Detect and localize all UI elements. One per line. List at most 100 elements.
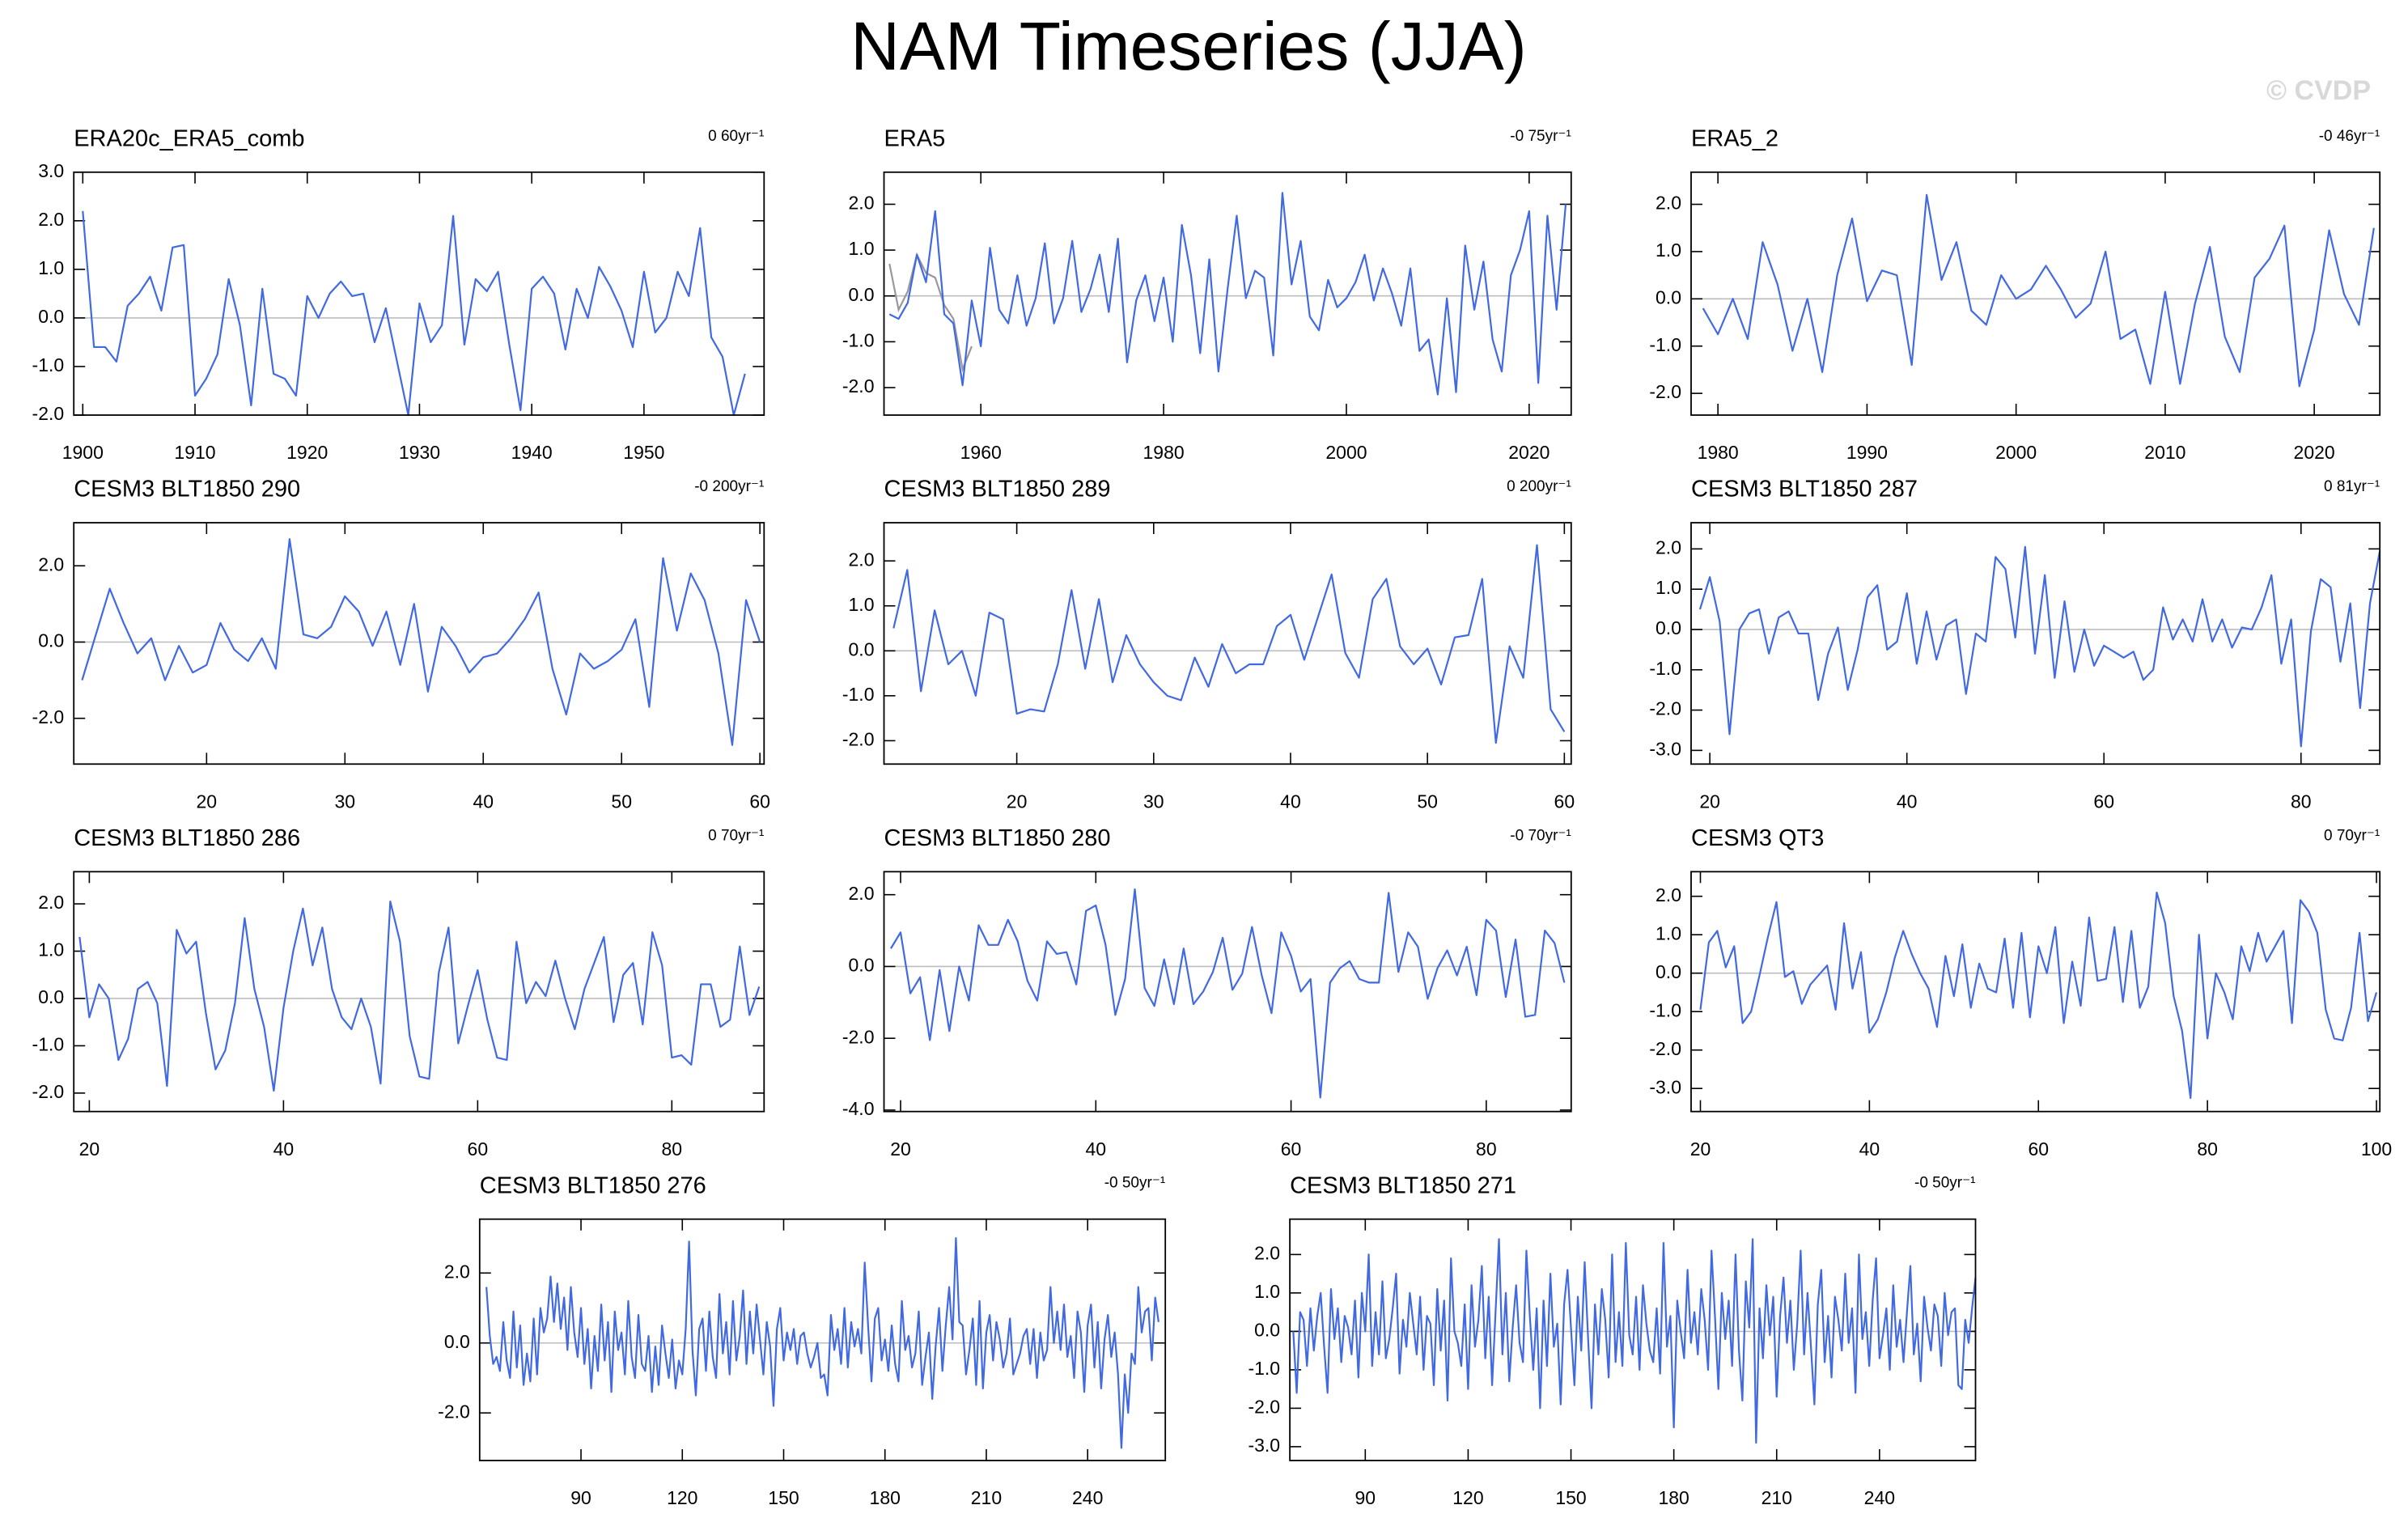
x-tick-label: 20 bbox=[1690, 1138, 1711, 1160]
x-tick-label: 40 bbox=[473, 791, 494, 812]
y-tick-label: -2.0 bbox=[842, 375, 875, 396]
panel-title: ERA20c_ERA5_comb bbox=[74, 125, 304, 151]
x-tick-label: 210 bbox=[971, 1487, 1002, 1508]
trend-label: -0 200yr⁻¹ bbox=[694, 478, 764, 495]
y-tick-label: -3.0 bbox=[1649, 1076, 1681, 1097]
y-tick-label: 1.0 bbox=[849, 238, 875, 259]
x-tick-label: 210 bbox=[1761, 1487, 1792, 1508]
x-tick-label: 60 bbox=[1554, 791, 1575, 812]
panel: CESM3 QT3 0 70yr⁻¹ -3.0 -2.0 -1.0 0.0 1.0 2.0 20… bbox=[1649, 825, 2392, 1160]
data-line bbox=[1699, 891, 2378, 1100]
x-tick-label: 30 bbox=[1143, 791, 1164, 812]
y-tick-label: 0.0 bbox=[849, 955, 875, 976]
x-tick-label: 240 bbox=[1072, 1487, 1103, 1508]
x-tick-label: 20 bbox=[197, 791, 218, 812]
x-tick-label: 40 bbox=[1085, 1138, 1106, 1160]
x-tick-label: 60 bbox=[749, 791, 770, 812]
y-tick-label: 1.0 bbox=[1656, 240, 1681, 261]
x-tick-label: 90 bbox=[1355, 1487, 1376, 1508]
y-tick-label: -1.0 bbox=[1248, 1358, 1280, 1379]
plot-frame bbox=[883, 871, 1572, 1113]
x-tick-label: 1960 bbox=[960, 442, 1002, 463]
plot-frame bbox=[478, 1218, 1167, 1461]
y-tick-label: -2.0 bbox=[32, 403, 65, 424]
y-tick-label: 2.0 bbox=[1656, 536, 1681, 558]
x-tick-label: 20 bbox=[1007, 791, 1028, 812]
panel: CESM3 BLT1850 286 0 70yr⁻¹ -2.0 -1.0 0.0 1.0 2… bbox=[32, 825, 765, 1160]
y-tick-label: -1.0 bbox=[32, 1034, 65, 1055]
data-line bbox=[889, 888, 1566, 1099]
y-tick-label: 0.0 bbox=[849, 284, 875, 305]
y-tick-label: 2.0 bbox=[849, 193, 875, 214]
trend-label: -0 50yr⁻¹ bbox=[1104, 1175, 1166, 1192]
y-tick-label: 1.0 bbox=[849, 594, 875, 615]
panel-title: CESM3 BLT1850 290 bbox=[74, 477, 300, 502]
panel-title: CESM3 BLT1850 280 bbox=[884, 825, 1111, 851]
y-tick-label: -1.0 bbox=[842, 329, 875, 350]
y-tick-label: -2.0 bbox=[1649, 1038, 1681, 1059]
y-tick-label: 3.0 bbox=[38, 160, 64, 181]
data-line bbox=[1698, 545, 2381, 748]
x-tick-label: 60 bbox=[2093, 791, 2114, 812]
x-tick-label: 40 bbox=[1859, 1138, 1880, 1160]
x-tick-label: 2020 bbox=[2294, 442, 2335, 463]
x-tick-label: 60 bbox=[468, 1138, 489, 1160]
panel: CESM3 BLT1850 276 -0 50yr⁻¹ -2.0 0.0 2.0 90 12… bbox=[438, 1172, 1167, 1508]
panel: ERA20c_ERA5_comb 0 60yr⁻¹ -2.0 -1.0 0.0 1.0 2.… bbox=[32, 125, 765, 463]
y-tick-label: 0.0 bbox=[38, 986, 64, 1007]
y-tick-label: 0.0 bbox=[849, 638, 875, 659]
trend-label: -0 46yr⁻¹ bbox=[2319, 128, 2380, 145]
data-line bbox=[888, 192, 1567, 396]
y-tick-label: -1.0 bbox=[32, 354, 65, 375]
x-tick-label: 20 bbox=[1699, 791, 1720, 812]
trend-label: 0 200yr⁻¹ bbox=[1507, 478, 1571, 495]
y-tick-label: -1.0 bbox=[1649, 658, 1681, 679]
figure-title: NAM Timeseries (JJA) bbox=[850, 8, 1526, 84]
y-tick-label: -3.0 bbox=[1649, 738, 1681, 759]
trend-label: -0 50yr⁻¹ bbox=[1914, 1175, 1976, 1192]
y-tick-label: 2.0 bbox=[1656, 193, 1681, 214]
x-tick-label: 1920 bbox=[286, 442, 328, 463]
x-tick-label: 150 bbox=[768, 1487, 799, 1508]
y-tick-label: 2.0 bbox=[849, 883, 875, 904]
panel: CESM3 BLT1850 271 -0 50yr⁻¹ -3.0 -2.0 -1.0 0.… bbox=[1248, 1172, 1977, 1508]
panel-title: ERA5 bbox=[884, 125, 946, 151]
x-tick-label: 80 bbox=[2291, 791, 2312, 812]
x-tick-label: 1980 bbox=[1143, 442, 1185, 463]
x-tick-label: 2010 bbox=[2144, 442, 2185, 463]
x-tick-label: 30 bbox=[334, 791, 355, 812]
x-tick-label: 20 bbox=[79, 1138, 100, 1160]
trend-label: 0 60yr⁻¹ bbox=[708, 128, 764, 145]
data-line bbox=[78, 901, 761, 1092]
y-tick-label: 1.0 bbox=[1656, 577, 1681, 598]
y-tick-label: 0.0 bbox=[1254, 1319, 1280, 1340]
trend-label: 0 81yr⁻¹ bbox=[2324, 478, 2380, 495]
x-tick-label: 2000 bbox=[1325, 442, 1367, 463]
data-line bbox=[81, 538, 761, 746]
y-tick-label: 0.0 bbox=[1656, 617, 1681, 638]
y-tick-label: -2.0 bbox=[842, 728, 875, 749]
x-tick-label: 1950 bbox=[623, 442, 664, 463]
plot-frame bbox=[883, 522, 1572, 765]
x-tick-label: 1930 bbox=[399, 442, 440, 463]
data-line bbox=[1702, 193, 2375, 388]
panel-title: ERA5_2 bbox=[1691, 125, 1778, 151]
y-tick-label: 2.0 bbox=[38, 892, 64, 913]
data-line bbox=[485, 1236, 1159, 1449]
x-tick-label: 80 bbox=[662, 1138, 683, 1160]
y-tick-label: 0.0 bbox=[38, 630, 64, 651]
y-tick-label: 2.0 bbox=[849, 549, 875, 570]
trend-label: 0 70yr⁻¹ bbox=[708, 827, 764, 844]
x-tick-label: 1900 bbox=[62, 442, 104, 463]
y-tick-label: -2.0 bbox=[438, 1401, 470, 1422]
panel: ERA5_2 -0 46yr⁻¹ -2.0 -1.0 0.0 1.0 2.0 1980 1990… bbox=[1649, 125, 2381, 463]
plot-frame bbox=[883, 171, 1572, 416]
x-tick-label: 1980 bbox=[1698, 442, 1739, 463]
x-tick-label: 40 bbox=[273, 1138, 295, 1160]
x-tick-label: 180 bbox=[870, 1487, 901, 1508]
y-tick-label: -2.0 bbox=[32, 1081, 65, 1102]
x-tick-label: 180 bbox=[1658, 1487, 1689, 1508]
panel: CESM3 BLT1850 290 -0 200yr⁻¹ -2.0 0.0 2.0 20 3… bbox=[32, 477, 770, 812]
x-tick-label: 100 bbox=[2361, 1138, 2392, 1160]
